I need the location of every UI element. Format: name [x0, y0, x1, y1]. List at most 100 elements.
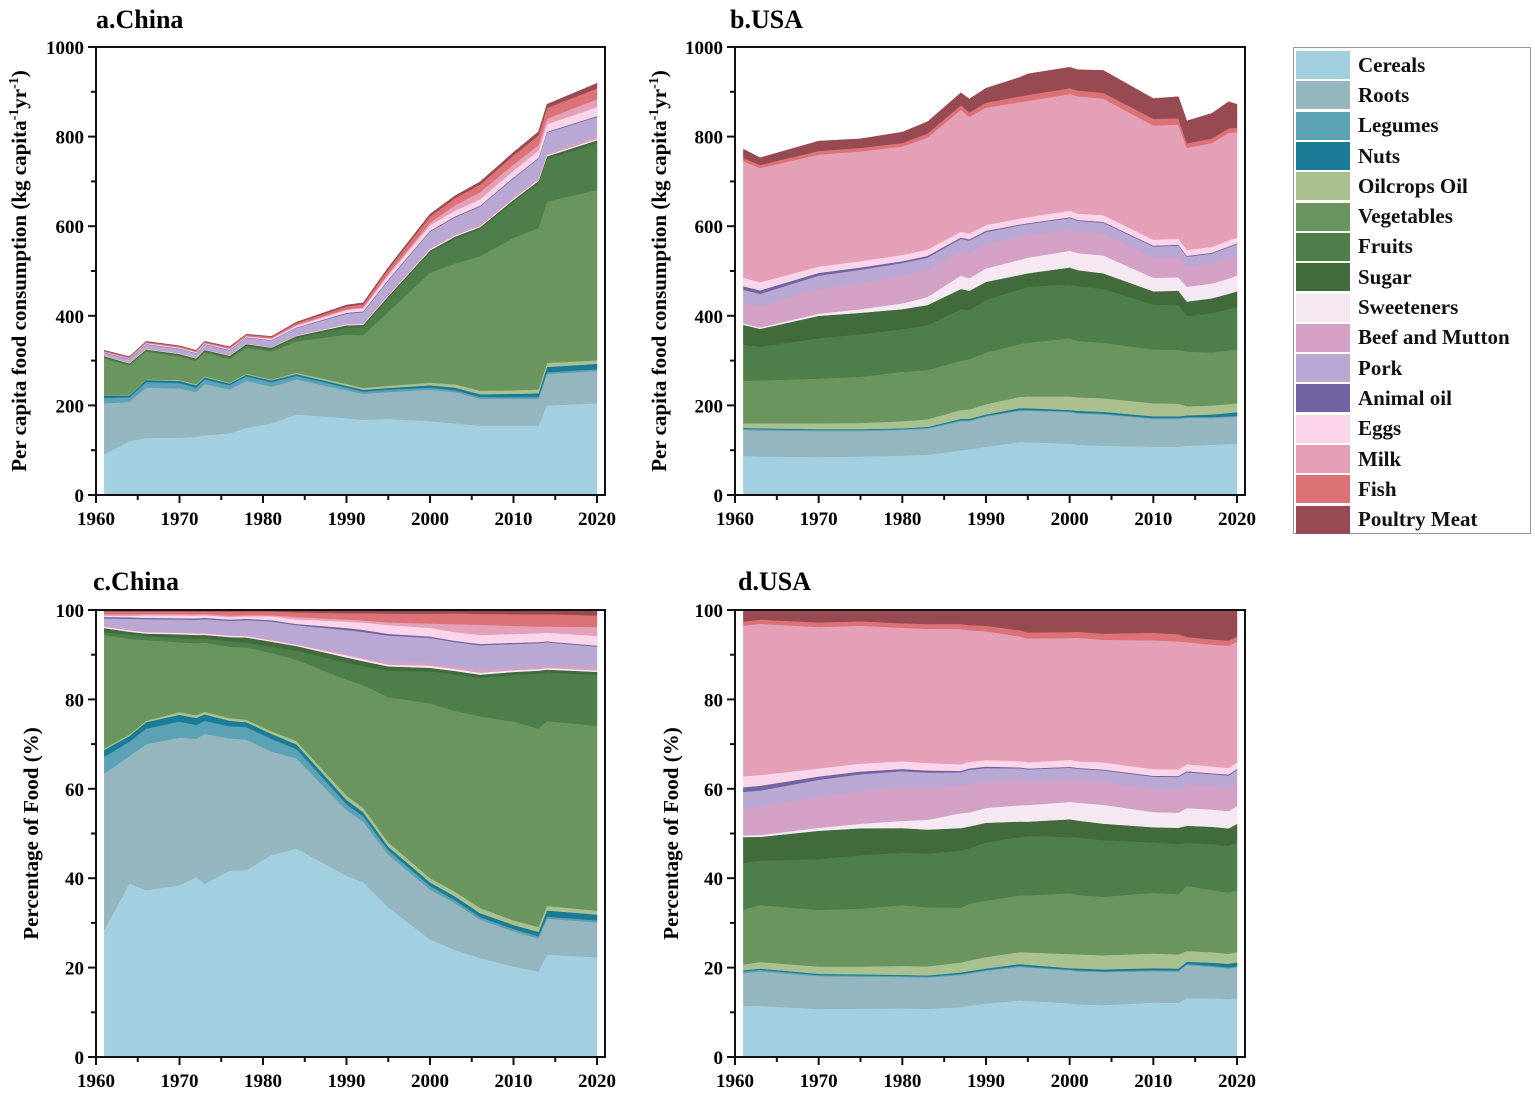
legend-swatch	[1296, 445, 1350, 473]
panel-title: a.China	[96, 5, 183, 34]
panel-a: 1960 1970 1980 1990 2000 2010 2020 0 200 400 600 80…	[7, 5, 616, 530]
y-tick-label: 200	[695, 396, 724, 417]
area-poultry-meat	[743, 66, 1238, 166]
x-tick-label: 2010	[495, 1071, 533, 1092]
legend-item: Animal oil	[1296, 383, 1530, 413]
x-tick-label: 1960	[77, 1071, 115, 1092]
y-tick-label: 40	[704, 869, 723, 890]
y-axis-label: Percentage of Food (%)	[659, 727, 683, 939]
x-tick-label: 1960	[716, 1071, 754, 1092]
y-tick-label: 0	[714, 1048, 724, 1069]
legend-item: Fish	[1296, 474, 1530, 504]
y-tick-label: 60	[65, 780, 84, 801]
x-tick-label: 1980	[244, 509, 282, 530]
x-tick-label: 1980	[883, 1071, 921, 1092]
legend-item: Milk	[1296, 444, 1530, 474]
y-tick-label: 100	[695, 601, 724, 622]
y-axis-label: Per capita food consumption (kg capita-1…	[7, 70, 31, 472]
legend-swatch	[1296, 384, 1350, 413]
x-tick-label: 1960	[77, 509, 115, 530]
legend-item: Cereals	[1296, 50, 1530, 80]
x-tick-label: 2000	[411, 1071, 449, 1092]
legend-item: Roots	[1296, 80, 1530, 110]
legend-swatch	[1296, 505, 1350, 534]
legend-label: Roots	[1358, 82, 1410, 107]
legend-label: Milk	[1358, 446, 1402, 471]
y-tick-label: 60	[704, 780, 723, 801]
y-tick-label: 600	[695, 217, 724, 238]
legend-label: Pork	[1358, 355, 1403, 380]
legend-swatch	[1296, 263, 1350, 292]
legend-item: Poultry Meat	[1296, 504, 1530, 534]
y-tick-label: 1000	[46, 38, 84, 59]
x-tick-label: 1990	[967, 509, 1005, 530]
x-tick-label: 1990	[328, 509, 366, 530]
legend-label: Fruits	[1358, 234, 1413, 259]
panel-title: d.USA	[738, 567, 811, 596]
x-tick-label: 2010	[1134, 1071, 1172, 1092]
x-tick-label: 1970	[161, 1071, 199, 1092]
legend-item: Eggs	[1296, 414, 1530, 444]
x-tick-label: 2000	[1051, 509, 1089, 530]
legend-label: Sweeteners	[1358, 295, 1459, 320]
legend-swatch	[1296, 293, 1350, 322]
legend-item: Vegetables	[1296, 201, 1530, 231]
y-tick-label: 20	[704, 959, 723, 980]
area-milk	[743, 623, 1238, 777]
legend-item: Nuts	[1296, 141, 1530, 171]
y-tick-label: 80	[704, 690, 723, 711]
legend-item: Sweeteners	[1296, 292, 1530, 322]
y-tick-label: 600	[56, 217, 85, 238]
legend-swatch	[1296, 202, 1350, 231]
panel-b: 1960 1970 1980 1990 2000 2010 2020 0 200 400 600 80…	[647, 5, 1256, 530]
x-tick-label: 2020	[1218, 509, 1256, 530]
x-tick-label: 2000	[411, 509, 449, 530]
legend-swatch	[1296, 323, 1350, 352]
legend-item: Oilcrops Oil	[1296, 171, 1530, 201]
legend-label: Oilcrops Oil	[1358, 173, 1468, 198]
y-tick-label: 800	[56, 128, 85, 149]
legend-swatch	[1296, 414, 1350, 443]
legend-swatch	[1296, 354, 1350, 383]
panel-title: b.USA	[730, 5, 803, 34]
legend-label: Legumes	[1358, 113, 1439, 138]
legend-swatch	[1296, 111, 1350, 140]
y-tick-label: 400	[695, 307, 724, 328]
legend-label: Nuts	[1358, 143, 1401, 168]
x-tick-label: 2020	[1218, 1071, 1256, 1092]
legend-item: Beef and Mutton	[1296, 323, 1530, 353]
panel-title: c.China	[93, 567, 179, 596]
legend-label: Animal oil	[1358, 385, 1452, 410]
y-tick-label: 40	[65, 869, 84, 890]
y-axis-label: Per capita food consumption (kg capita-1…	[647, 70, 671, 472]
panel-d: 1960 1970 1980 1990 2000 2010 2020 0 20 40 60 80 100…	[659, 567, 1256, 1092]
legend-label: Cereals	[1358, 52, 1426, 77]
x-tick-label: 1980	[883, 509, 921, 530]
x-tick-label: 2020	[578, 509, 616, 530]
y-tick-label: 0	[75, 486, 85, 507]
legend-label: Eggs	[1358, 416, 1402, 441]
x-tick-label: 2010	[1134, 509, 1172, 530]
legend-label: Beef and Mutton	[1358, 325, 1510, 350]
y-tick-label: 80	[65, 690, 84, 711]
y-tick-label: 100	[56, 601, 85, 622]
x-tick-label: 1960	[716, 509, 754, 530]
legend-label: Sugar	[1358, 264, 1412, 289]
x-tick-label: 1990	[967, 1071, 1005, 1092]
legend-item: Pork	[1296, 353, 1530, 383]
legend-item: Fruits	[1296, 232, 1530, 262]
legend-swatch	[1296, 475, 1350, 504]
y-tick-label: 400	[56, 307, 85, 328]
x-tick-label: 2010	[495, 509, 533, 530]
legend-swatch	[1296, 172, 1350, 201]
y-tick-label: 800	[695, 128, 724, 149]
legend-item: Legumes	[1296, 111, 1530, 141]
legend-label: Fish	[1358, 476, 1397, 501]
area-poultry-meat	[104, 82, 598, 358]
panel-c: 1960 1970 1980 1990 2000 2010 2020 0 20 40 60 80 100…	[19, 567, 616, 1092]
legend-swatch	[1296, 232, 1350, 261]
x-tick-label: 1970	[800, 1071, 838, 1092]
y-tick-label: 1000	[685, 38, 723, 59]
y-tick-label: 0	[75, 1048, 85, 1069]
